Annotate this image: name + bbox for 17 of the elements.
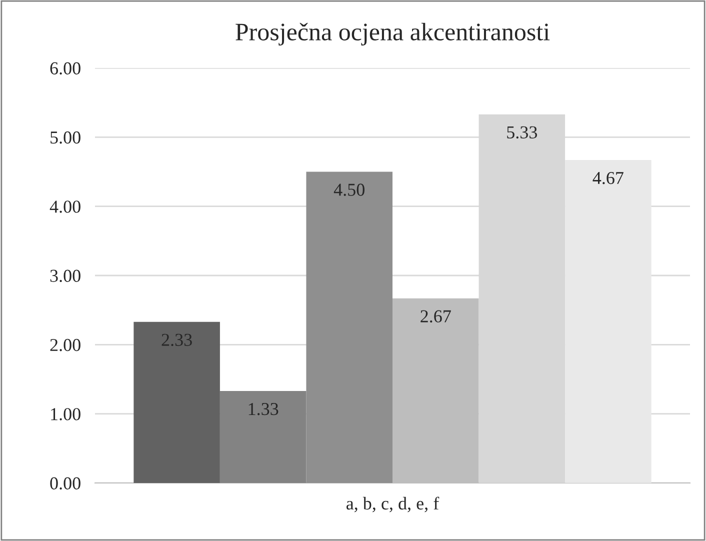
- chart-title: Prosječna ocjena akcentiranosti: [236, 22, 550, 46]
- y-tick-label: 6.00: [50, 62, 80, 75]
- bar: [565, 160, 652, 483]
- y-tick-label: 5.00: [50, 131, 80, 144]
- y-tick-label: 2.00: [50, 338, 80, 352]
- data-label: 4.67: [592, 172, 624, 184]
- y-tick-label: 4.00: [50, 200, 80, 213]
- y-tick-label: 3.00: [50, 270, 80, 282]
- y-tick-label: 1.00: [51, 408, 80, 420]
- data-label: 1.33: [248, 402, 278, 416]
- data-label: 4.50: [334, 184, 364, 196]
- data-label: 5.33: [507, 126, 538, 139]
- y-tick-label: 0.00: [50, 477, 80, 490]
- bar: [134, 322, 220, 483]
- data-label: 2.67: [420, 310, 451, 323]
- x-tick-label: a, b, c, d, e, f: [346, 496, 440, 512]
- data-label: 2.33: [162, 334, 192, 346]
